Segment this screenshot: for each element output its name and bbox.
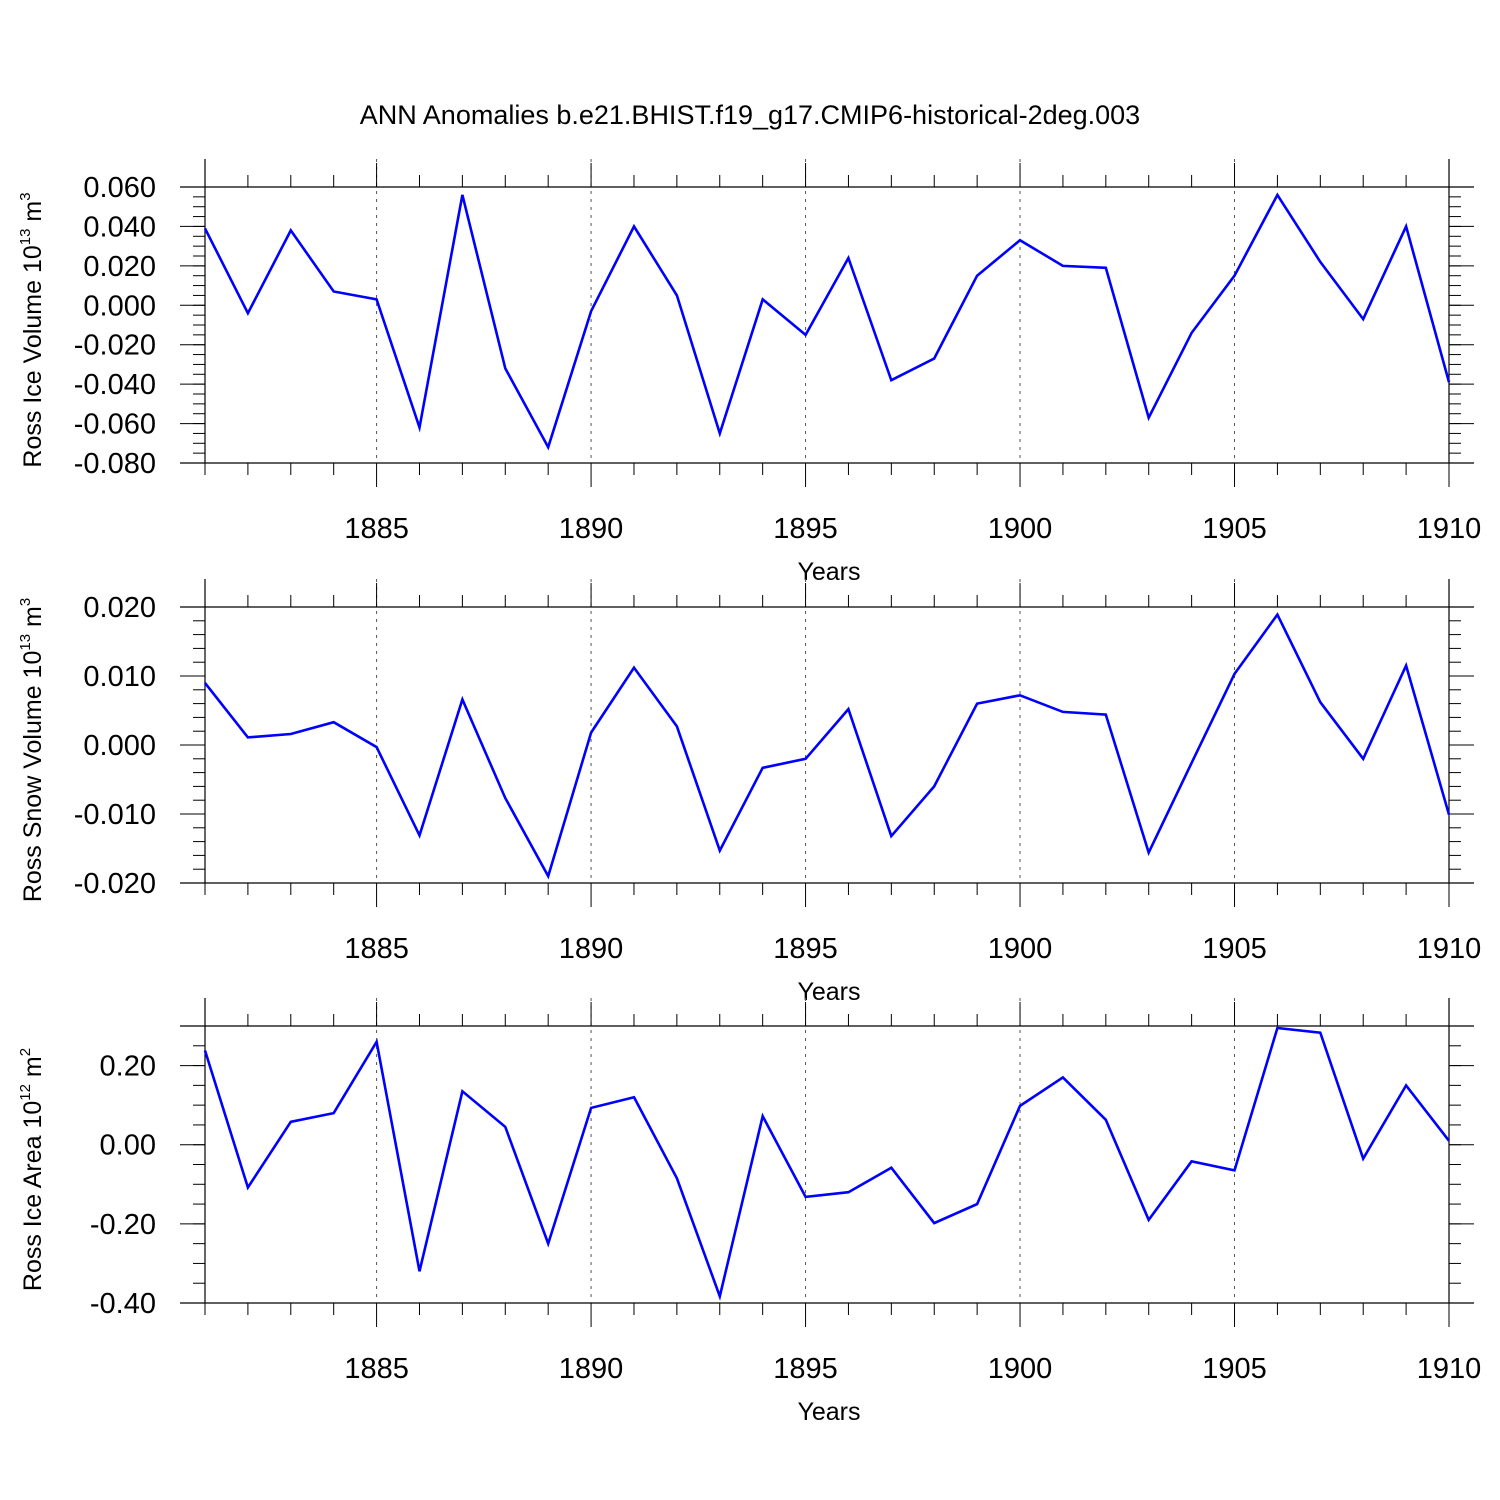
y-axis-title-main: Ross Ice Volume 10	[19, 245, 47, 467]
figure-title: ANN Anomalies b.e21.BHIST.f19_g17.CMIP6-…	[360, 100, 1140, 130]
x-tick-label: 1890	[559, 513, 624, 545]
y-axis-title-exponent: 13	[17, 229, 34, 246]
ross-snow-volume-panel: 0.020 0.010 0.000 -0.010 -0.020 1885 1890 1895 1…	[17, 579, 1481, 1006]
x-tick-label: 1900	[988, 1353, 1053, 1385]
y-axis-title-main: Ross Snow Volume 10	[19, 651, 47, 903]
y-axis-title-unit-exponent: 2	[17, 1048, 34, 1056]
x-tick-label: 1910	[1417, 513, 1482, 545]
x-tick-label: 1895	[773, 933, 838, 965]
y-axis-title-exponent: 12	[17, 1084, 34, 1101]
x-axis-title: Years	[797, 558, 860, 586]
x-tick-label: 1905	[1202, 1353, 1267, 1385]
y-axis-title-unit: m	[19, 1056, 47, 1084]
ross-ice-area-panel: 0.20 0.00 -0.20 -0.40 1885 1890 1895 1900 1905 19…	[17, 998, 1481, 1426]
chart-panels: 0.060 0.040 0.020 0.000 -0.020 -0.040 -0.060 -0…	[17, 159, 1481, 1426]
ross-ice-area-line	[203, 1026, 1451, 1301]
y-tick-label: -0.20	[90, 1209, 156, 1241]
y-tick-label: 0.000	[83, 730, 156, 762]
y-axis-title: Ross Ice Volume 1013 m3	[17, 192, 47, 467]
y-tick-label: 0.010	[83, 661, 156, 693]
y-tick-label: -0.080	[74, 448, 156, 480]
y-axis-title-main: Ross Ice Area 10	[19, 1101, 47, 1291]
y-tick-label: 0.060	[83, 172, 156, 204]
y-axis-title-unit-exponent: 3	[17, 598, 34, 606]
x-tick-label: 1900	[988, 933, 1053, 965]
x-axis-title: Years	[797, 978, 860, 1006]
y-tick-label: -0.40	[90, 1288, 156, 1320]
y-tick-label: -0.020	[74, 330, 156, 362]
x-tick-label: 1885	[344, 513, 409, 545]
ross-ice-volume-panel: 0.060 0.040 0.020 0.000 -0.020 -0.040 -0.060 -0…	[17, 159, 1481, 586]
y-tick-label: 0.00	[100, 1130, 156, 1162]
x-tick-label: 1895	[773, 1353, 838, 1385]
x-tick-label: 1895	[773, 513, 838, 545]
x-tick-label: 1885	[344, 933, 409, 965]
y-axis-title-unit: m	[19, 201, 47, 229]
y-tick-label: -0.010	[74, 799, 156, 831]
y-axis-title-exponent: 13	[17, 634, 34, 651]
x-tick-label: 1890	[559, 1353, 624, 1385]
y-tick-label: -0.060	[74, 409, 156, 441]
x-tick-label: 1900	[988, 513, 1053, 545]
y-axis-title: Ross Ice Area 1012 m2	[17, 1048, 47, 1291]
ross-snow-volume-line	[203, 612, 1451, 880]
y-tick-label: 0.020	[83, 592, 156, 624]
y-axis-title: Ross Snow Volume 1013 m3	[17, 598, 47, 902]
y-tick-label: 0.000	[83, 290, 156, 322]
ross-ice-volume-line	[203, 192, 1451, 451]
x-tick-label: 1910	[1417, 1353, 1482, 1385]
y-tick-label: 0.040	[83, 211, 156, 243]
x-tick-label: 1910	[1417, 933, 1482, 965]
y-tick-label: 0.020	[83, 251, 156, 283]
x-axis-title: Years	[797, 1398, 860, 1426]
x-tick-label: 1890	[559, 933, 624, 965]
x-tick-label: 1905	[1202, 933, 1267, 965]
y-tick-label: -0.020	[74, 868, 156, 900]
y-tick-label: -0.040	[74, 369, 156, 401]
y-tick-label: 0.20	[100, 1051, 156, 1083]
y-axis-title-unit-exponent: 3	[17, 192, 34, 200]
x-tick-label: 1885	[344, 1353, 409, 1385]
x-tick-label: 1905	[1202, 513, 1267, 545]
y-axis-title-unit: m	[19, 606, 47, 634]
